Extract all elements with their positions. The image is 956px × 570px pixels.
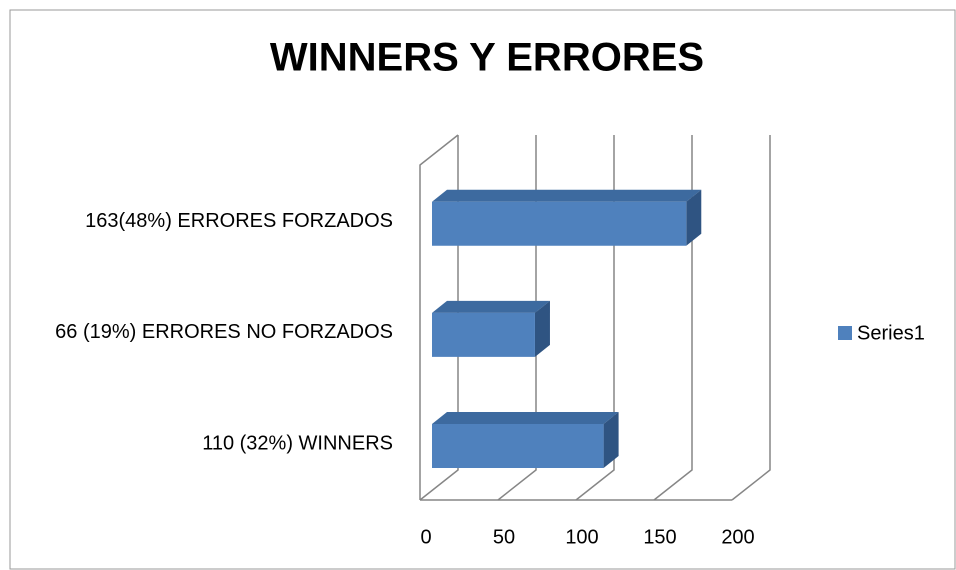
x-tick-label: 150 [643,526,676,548]
grid-line [653,135,693,501]
y-tick-label: 110 (32%) WINNERS [202,432,393,454]
bar-top [432,412,619,424]
grid-line [419,135,459,501]
bar [432,189,702,246]
chart-border [9,9,956,570]
x-tick-label: 50 [493,526,515,548]
grid-line [497,135,537,501]
bar [432,412,619,468]
bar-side [686,189,702,246]
legend-label: Series1 [857,322,925,344]
bar-front [432,424,604,468]
grid-line [575,135,615,501]
bar-top [432,300,550,313]
grid-line [731,135,771,501]
chart-title: WINNERS Y ERRORES [270,36,704,80]
x-tick-label: 0 [420,526,431,548]
bar-front [432,201,687,246]
bar-front [432,312,535,357]
bar-top [432,189,702,202]
y-tick-label: 66 (19%) ERRORES NO FORZADOS [55,321,393,343]
bar [432,300,550,357]
legend-swatch [838,326,852,340]
bar-side [603,412,619,468]
x-tick-label: 200 [721,526,754,548]
y-tick-label: 163(48%) ERRORES FORZADOS [85,210,393,232]
x-tick-label: 100 [565,526,598,548]
wall-edge [419,134,459,500]
bar-side [534,300,550,357]
